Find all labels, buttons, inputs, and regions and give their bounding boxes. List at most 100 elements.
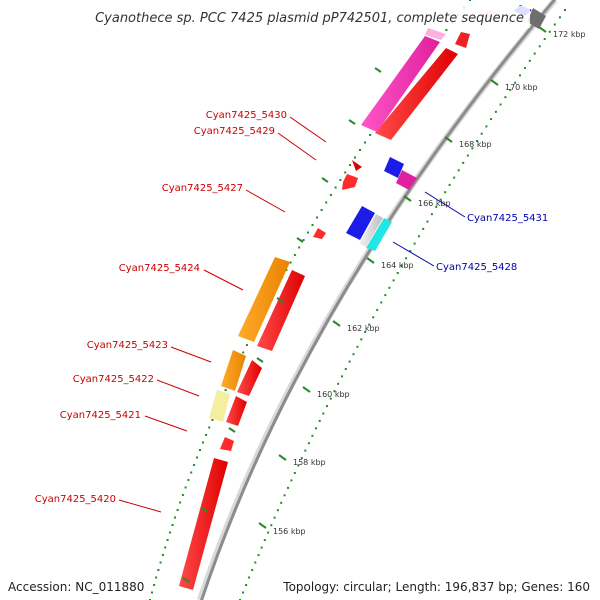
inner-tick-7 [201,507,209,513]
inner-ring-dot [359,149,361,151]
outer-ring-dot [318,419,321,422]
inner-ring-dot [202,441,204,444]
gene-feature-small-red-c[interactable] [313,228,326,239]
gene-label-5429[interactable]: Cyan7425_5429 [194,126,275,137]
inner-ring-dot [242,351,245,354]
outer-ring-dot [523,67,526,70]
gene-feature-yellow-5421[interactable] [209,390,230,422]
inner-ring-dot [187,479,190,481]
leader-line-5429 [277,132,317,161]
inner-tick-8 [182,577,190,583]
outer-ring-dot [267,531,270,534]
outer-ring-dot [248,576,251,579]
inner-ring-dot [344,171,347,174]
inner-ring-dot [245,344,248,346]
gene-feature-small-red-a[interactable] [352,160,362,171]
outer-ring-dot [476,140,479,142]
outer-ring-dot [392,279,395,282]
outer-ring-dot [494,110,497,113]
gene-label-5421[interactable]: Cyan7425_5421 [60,410,141,421]
inner-ring-dot [469,0,471,1]
gene-feature-orange-5423[interactable] [221,350,246,391]
scale-tick-8 [538,26,547,33]
gene-feature-magenta-5431[interactable] [396,170,417,190]
gene-feature-small-red-b[interactable] [342,174,358,190]
outer-ring-dot [242,591,244,594]
gene-feature-cyan-5428[interactable] [366,218,392,251]
gene-feature-magenta-cap[interactable] [425,28,446,40]
outer-ring-dot [263,539,266,542]
gene-feature-top-right-2[interactable] [375,48,458,140]
outer-ring-dot [480,132,483,135]
outer-ring-dot [352,353,355,356]
outer-ring-dot [297,464,300,467]
outer-ring-dot [290,479,293,482]
gene-label-5424[interactable]: Cyan7425_5424 [119,263,200,274]
outer-ring-dot [260,546,263,549]
scale-ticks [182,26,547,583]
outer-ring-dot [337,382,340,385]
inner-tick-2 [321,177,329,183]
gene-feature-grey-top[interactable] [527,8,546,29]
gene-feature-magenta[interactable] [361,36,440,132]
outer-ring-dot [564,9,566,11]
topology-text: Topology: circular; Length: 196,837 bp; … [283,580,590,594]
outer-ring-dot [528,59,531,62]
gene-feature-small-red-d[interactable] [220,437,234,451]
scale-tick-5 [403,195,412,202]
outer-ring-dot [553,23,556,26]
gene-label-5427[interactable]: Cyan7425_5427 [162,183,243,194]
inner-tick-3 [296,237,304,243]
leader-lines [118,116,466,513]
outer-ring-dot [341,375,343,378]
inner-ring-dot [151,591,153,594]
gene-feature-red-5420[interactable] [179,458,228,590]
gene-feature-top-right-1[interactable] [455,32,470,48]
outer-ring-dot [293,472,296,474]
gene-feature-grey-5428[interactable] [359,214,383,247]
outer-ring-dot [344,368,347,370]
gene-feature-red-5424[interactable] [257,270,305,351]
gene-feature-orange-5424[interactable] [238,257,290,342]
gene-feature-red-5421[interactable] [226,396,247,426]
outer-ring-dot [519,74,521,77]
outer-ring-dot [245,584,248,586]
outer-ring-dot [453,176,456,179]
gene-feature-blue-5431[interactable] [384,157,404,178]
inner-ring-dot [208,426,211,429]
outer-ring-dot [280,501,283,504]
inner-tick-1 [348,119,356,125]
inner-ring-dot [224,389,227,391]
scale-label-162: 162 kbp [347,324,380,333]
gene-label-5430[interactable]: Cyan7425_5430 [206,110,287,121]
leader-line-5421 [144,415,188,432]
inner-ring-dot [169,531,171,534]
leader-line-5427 [245,189,286,213]
outer-ring-dot [430,213,433,216]
scale-label-166: 166 kbp [418,199,451,208]
gene-label-5423[interactable]: Cyan7425_5423 [87,340,168,351]
outer-ring-dot [307,442,310,445]
outer-ring-dot [457,169,460,172]
inner-ring-dot [289,261,292,264]
outer-ring-dot [300,457,303,460]
outer-ring-dot [388,286,391,289]
gene-label-5420[interactable]: Cyan7425_5420 [35,494,116,505]
title-backdrop [70,6,530,28]
outer-ring-dot [254,561,257,564]
gene-label-5428[interactable]: Cyan7425_5428 [436,262,517,273]
gene-label-5431[interactable]: Cyan7425_5431 [467,213,548,224]
inner-tick-4 [276,297,284,303]
gene-feature-blue-5428[interactable] [346,206,375,240]
outer-ring-dot [426,220,429,223]
inner-ring-dot [153,584,156,586]
inner-ring-dot [157,569,160,571]
inner-ring-dot [311,224,314,226]
gene-label-5422[interactable]: Cyan7425_5422 [73,374,154,385]
inner-ring-dot [181,494,184,496]
inner-ring-dot [164,546,167,549]
gene-feature-red-5423[interactable] [237,360,262,396]
outer-ring-dot [533,52,536,55]
outer-ring-dot [276,509,279,512]
outer-dotted-ring [239,9,566,600]
